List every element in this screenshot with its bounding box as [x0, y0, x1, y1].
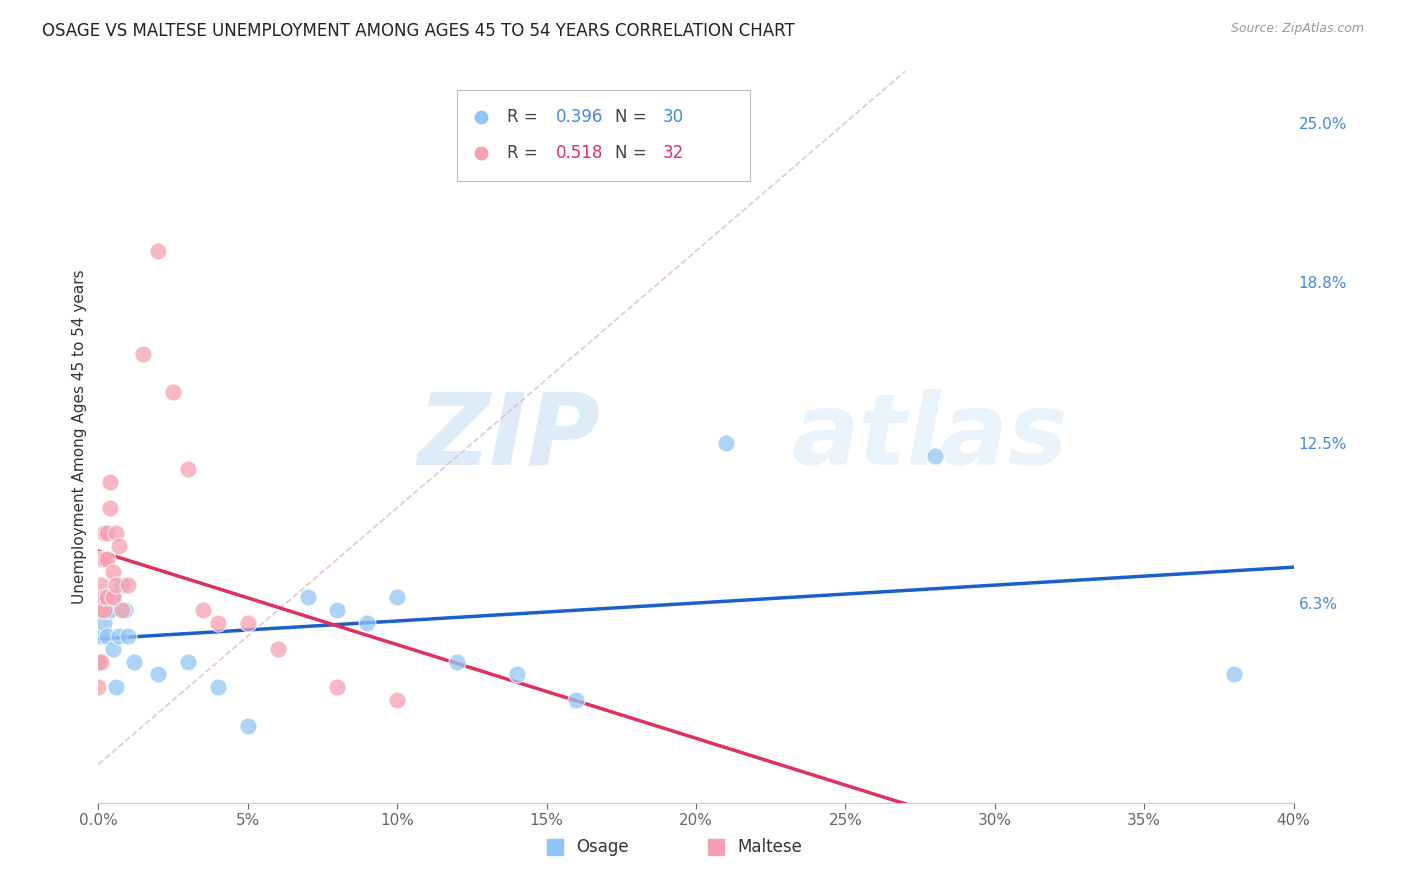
- Point: [356, 616, 378, 631]
- Point: [98, 475, 122, 489]
- Point: [177, 462, 200, 476]
- Point: [714, 436, 737, 450]
- Point: [326, 603, 349, 617]
- Point: [87, 655, 110, 669]
- Text: R =: R =: [508, 108, 543, 126]
- Point: [108, 629, 131, 643]
- Point: [565, 693, 588, 707]
- Point: [297, 591, 319, 605]
- Y-axis label: Unemployment Among Ages 45 to 54 years: Unemployment Among Ages 45 to 54 years: [72, 269, 87, 605]
- Point: [267, 641, 290, 656]
- Point: [93, 552, 115, 566]
- Point: [90, 603, 112, 617]
- Point: [98, 603, 122, 617]
- Text: 32: 32: [662, 145, 683, 162]
- Point: [96, 552, 118, 566]
- Point: [93, 526, 115, 541]
- Point: [148, 244, 170, 258]
- FancyBboxPatch shape: [457, 90, 749, 181]
- Text: R =: R =: [508, 145, 543, 162]
- Point: [1223, 667, 1246, 681]
- Point: [93, 591, 115, 605]
- Text: N =: N =: [614, 108, 651, 126]
- Point: [103, 591, 125, 605]
- Point: [506, 667, 529, 681]
- Point: [96, 603, 118, 617]
- Text: ZIP: ZIP: [418, 389, 600, 485]
- Point: [114, 603, 136, 617]
- Point: [96, 591, 118, 605]
- Text: Source: ZipAtlas.com: Source: ZipAtlas.com: [1230, 22, 1364, 36]
- Point: [385, 693, 409, 707]
- Text: OSAGE VS MALTESE UNEMPLOYMENT AMONG AGES 45 TO 54 YEARS CORRELATION CHART: OSAGE VS MALTESE UNEMPLOYMENT AMONG AGES…: [42, 22, 794, 40]
- Point: [90, 577, 112, 591]
- Point: [236, 616, 259, 631]
- Text: Osage: Osage: [576, 838, 628, 855]
- Point: [446, 655, 468, 669]
- Point: [103, 641, 125, 656]
- Text: Maltese: Maltese: [738, 838, 803, 855]
- Point: [103, 565, 125, 579]
- Point: [105, 526, 128, 541]
- Point: [90, 552, 112, 566]
- Point: [124, 655, 146, 669]
- Point: [117, 577, 139, 591]
- Point: [96, 629, 118, 643]
- Point: [236, 719, 259, 733]
- Point: [111, 577, 134, 591]
- Point: [90, 629, 112, 643]
- Point: [96, 526, 118, 541]
- Point: [207, 616, 229, 631]
- Point: [105, 577, 128, 591]
- Point: [207, 681, 229, 695]
- Point: [87, 655, 110, 669]
- Point: [87, 681, 110, 695]
- Point: [93, 616, 115, 631]
- Text: atlas: atlas: [792, 389, 1069, 485]
- Point: [90, 603, 112, 617]
- Point: [90, 655, 112, 669]
- Point: [148, 667, 170, 681]
- Point: [385, 591, 409, 605]
- Text: 0.396: 0.396: [557, 108, 603, 126]
- Point: [177, 655, 200, 669]
- Point: [93, 591, 115, 605]
- Point: [105, 681, 128, 695]
- Point: [162, 385, 184, 400]
- Point: [132, 346, 155, 360]
- Point: [117, 629, 139, 643]
- Point: [98, 500, 122, 515]
- Point: [103, 591, 125, 605]
- Point: [93, 603, 115, 617]
- Point: [326, 681, 349, 695]
- Point: [924, 450, 946, 464]
- Point: [108, 539, 131, 553]
- Point: [191, 603, 214, 617]
- Text: 0.518: 0.518: [557, 145, 603, 162]
- Point: [111, 603, 134, 617]
- Text: N =: N =: [614, 145, 651, 162]
- Text: 30: 30: [662, 108, 683, 126]
